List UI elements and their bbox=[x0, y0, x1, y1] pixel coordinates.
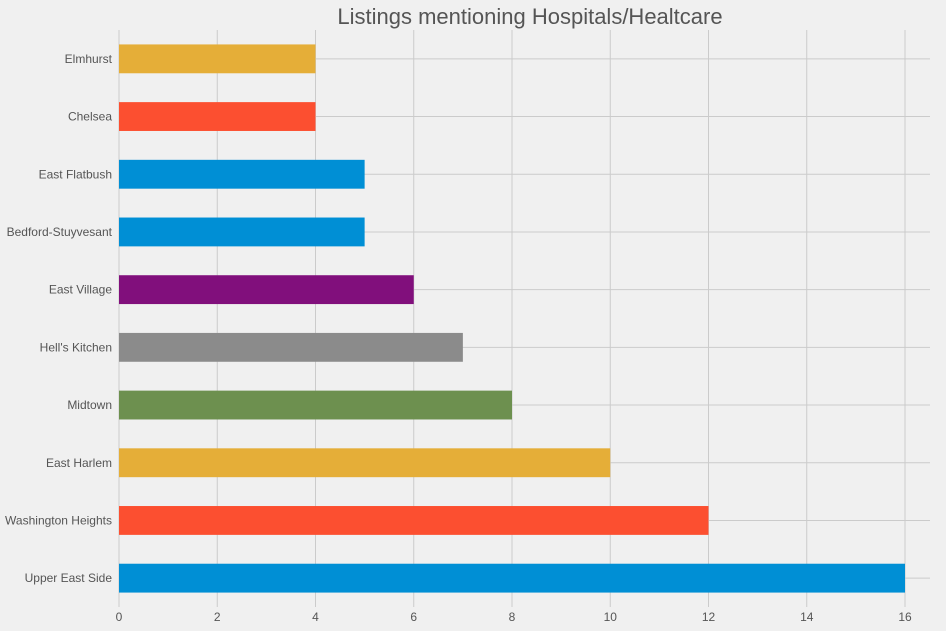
y-tick-label: Upper East Side bbox=[25, 571, 113, 585]
bar bbox=[119, 506, 709, 535]
y-tick-label: Bedford-Stuyvesant bbox=[7, 225, 113, 239]
y-tick-label: East Flatbush bbox=[39, 167, 112, 181]
x-tick-label: 2 bbox=[214, 610, 221, 624]
bar bbox=[119, 159, 365, 189]
y-tick-label: Hell's Kitchen bbox=[40, 340, 112, 354]
bar bbox=[119, 390, 512, 420]
y-tick-label: Elmhurst bbox=[65, 52, 113, 66]
bar bbox=[119, 275, 414, 305]
x-tick-label: 6 bbox=[410, 610, 417, 624]
x-tick-label: 4 bbox=[312, 610, 319, 624]
bar bbox=[119, 332, 463, 362]
y-tick-label: East Harlem bbox=[46, 456, 112, 470]
x-tick-label: 10 bbox=[604, 610, 618, 624]
x-tick-label: 14 bbox=[800, 610, 814, 624]
bar bbox=[119, 44, 316, 74]
bar bbox=[119, 217, 365, 247]
bar bbox=[119, 102, 316, 131]
bars bbox=[119, 44, 905, 593]
x-tick-label: 0 bbox=[116, 610, 123, 624]
x-tick-labels: 0 2 4 6 8 10 12 14 16 bbox=[116, 610, 912, 624]
x-tick-label: 12 bbox=[702, 610, 716, 624]
y-tick-label: East Village bbox=[49, 283, 112, 297]
y-tick-label: Midtown bbox=[67, 398, 112, 412]
bar bbox=[119, 563, 905, 593]
x-tick-label: 8 bbox=[509, 610, 516, 624]
x-tick-label: 16 bbox=[898, 610, 912, 624]
chart-title: Listings mentioning Hospitals/Healtcare bbox=[337, 4, 722, 29]
y-tick-label: Washington Heights bbox=[5, 513, 112, 527]
bar bbox=[119, 448, 611, 478]
y-tick-label: Chelsea bbox=[68, 110, 112, 124]
y-tick-labels: Upper East Side Washington Heights East Ha… bbox=[5, 52, 113, 585]
